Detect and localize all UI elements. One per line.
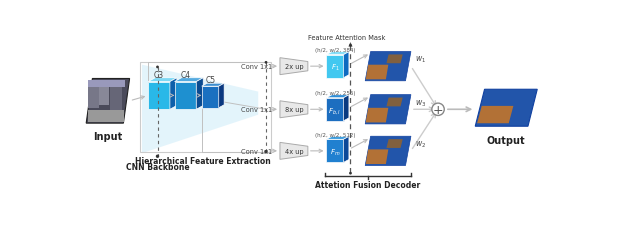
- Polygon shape: [175, 78, 204, 82]
- Bar: [99, 83, 109, 106]
- Polygon shape: [142, 65, 259, 153]
- Polygon shape: [280, 143, 308, 160]
- Text: $w_3$: $w_3$: [415, 98, 426, 108]
- Text: 2x up: 2x up: [285, 64, 303, 70]
- Circle shape: [264, 150, 268, 154]
- Polygon shape: [202, 87, 219, 108]
- Polygon shape: [344, 52, 349, 78]
- Text: (h/2, w/2, 512): (h/2, w/2, 512): [315, 132, 355, 137]
- Polygon shape: [387, 98, 403, 107]
- Circle shape: [264, 62, 268, 64]
- Polygon shape: [148, 78, 177, 82]
- Text: 8x up: 8x up: [285, 107, 303, 113]
- Bar: [140, 63, 271, 152]
- Polygon shape: [175, 82, 196, 110]
- Text: 4x up: 4x up: [285, 148, 303, 154]
- Polygon shape: [196, 78, 204, 110]
- Text: (h/2, w/2, 384): (h/2, w/2, 384): [315, 48, 355, 53]
- Text: Conv 1x1: Conv 1x1: [241, 107, 272, 113]
- Text: $F_1$: $F_1$: [331, 63, 339, 73]
- Polygon shape: [326, 52, 349, 55]
- Polygon shape: [476, 90, 537, 127]
- Text: C4: C4: [180, 71, 191, 80]
- Text: $w_2$: $w_2$: [415, 139, 426, 150]
- Polygon shape: [365, 52, 411, 81]
- Bar: [88, 81, 125, 87]
- Polygon shape: [326, 55, 344, 78]
- Text: +: +: [433, 104, 444, 117]
- Polygon shape: [344, 95, 349, 121]
- Text: C5: C5: [205, 76, 215, 85]
- Polygon shape: [365, 150, 388, 164]
- Polygon shape: [86, 79, 129, 124]
- Bar: [110, 81, 122, 112]
- Text: (h/2, w/2, 256): (h/2, w/2, 256): [315, 91, 355, 96]
- Circle shape: [156, 66, 159, 69]
- Text: Input: Input: [93, 131, 122, 141]
- Polygon shape: [202, 84, 224, 87]
- Polygon shape: [280, 58, 308, 75]
- Polygon shape: [365, 137, 411, 166]
- Polygon shape: [326, 137, 349, 140]
- Polygon shape: [365, 65, 388, 80]
- Polygon shape: [477, 106, 513, 124]
- Text: Conv 1x1: Conv 1x1: [241, 64, 272, 70]
- Circle shape: [349, 45, 352, 47]
- Circle shape: [156, 155, 159, 158]
- Text: Output: Output: [487, 136, 525, 146]
- Text: Attetion Fusion Decoder: Attetion Fusion Decoder: [316, 180, 420, 189]
- Circle shape: [349, 172, 352, 175]
- Text: Conv 1x1: Conv 1x1: [241, 148, 272, 154]
- Polygon shape: [344, 137, 349, 163]
- Polygon shape: [387, 140, 403, 148]
- Circle shape: [432, 104, 444, 116]
- Polygon shape: [148, 82, 170, 110]
- Text: $F_m$: $F_m$: [330, 147, 340, 157]
- Text: Hierarchical Feature Extraction: Hierarchical Feature Extraction: [134, 157, 270, 166]
- Polygon shape: [170, 78, 177, 110]
- Polygon shape: [280, 101, 308, 118]
- Polygon shape: [326, 95, 349, 98]
- Text: Feature Attention Mask: Feature Attention Mask: [308, 35, 385, 41]
- Polygon shape: [365, 108, 388, 123]
- Bar: [88, 81, 99, 108]
- Polygon shape: [365, 95, 411, 124]
- Bar: [88, 110, 124, 123]
- Polygon shape: [326, 98, 344, 121]
- Text: $w_1$: $w_1$: [415, 55, 426, 65]
- Text: $F_{b,l}$: $F_{b,l}$: [328, 106, 342, 115]
- Polygon shape: [326, 140, 344, 163]
- Text: CNN Backbone: CNN Backbone: [125, 163, 189, 172]
- Polygon shape: [219, 84, 224, 108]
- Text: C3: C3: [154, 71, 164, 80]
- Polygon shape: [387, 55, 403, 64]
